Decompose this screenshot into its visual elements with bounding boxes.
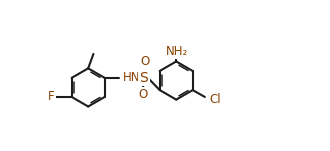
Text: NH₂: NH₂ bbox=[166, 45, 188, 58]
Text: Cl: Cl bbox=[209, 93, 221, 106]
Text: O: O bbox=[138, 88, 148, 101]
Text: HN: HN bbox=[123, 71, 141, 84]
Text: S: S bbox=[140, 71, 148, 85]
Text: O: O bbox=[140, 55, 149, 68]
Text: F: F bbox=[48, 90, 54, 103]
